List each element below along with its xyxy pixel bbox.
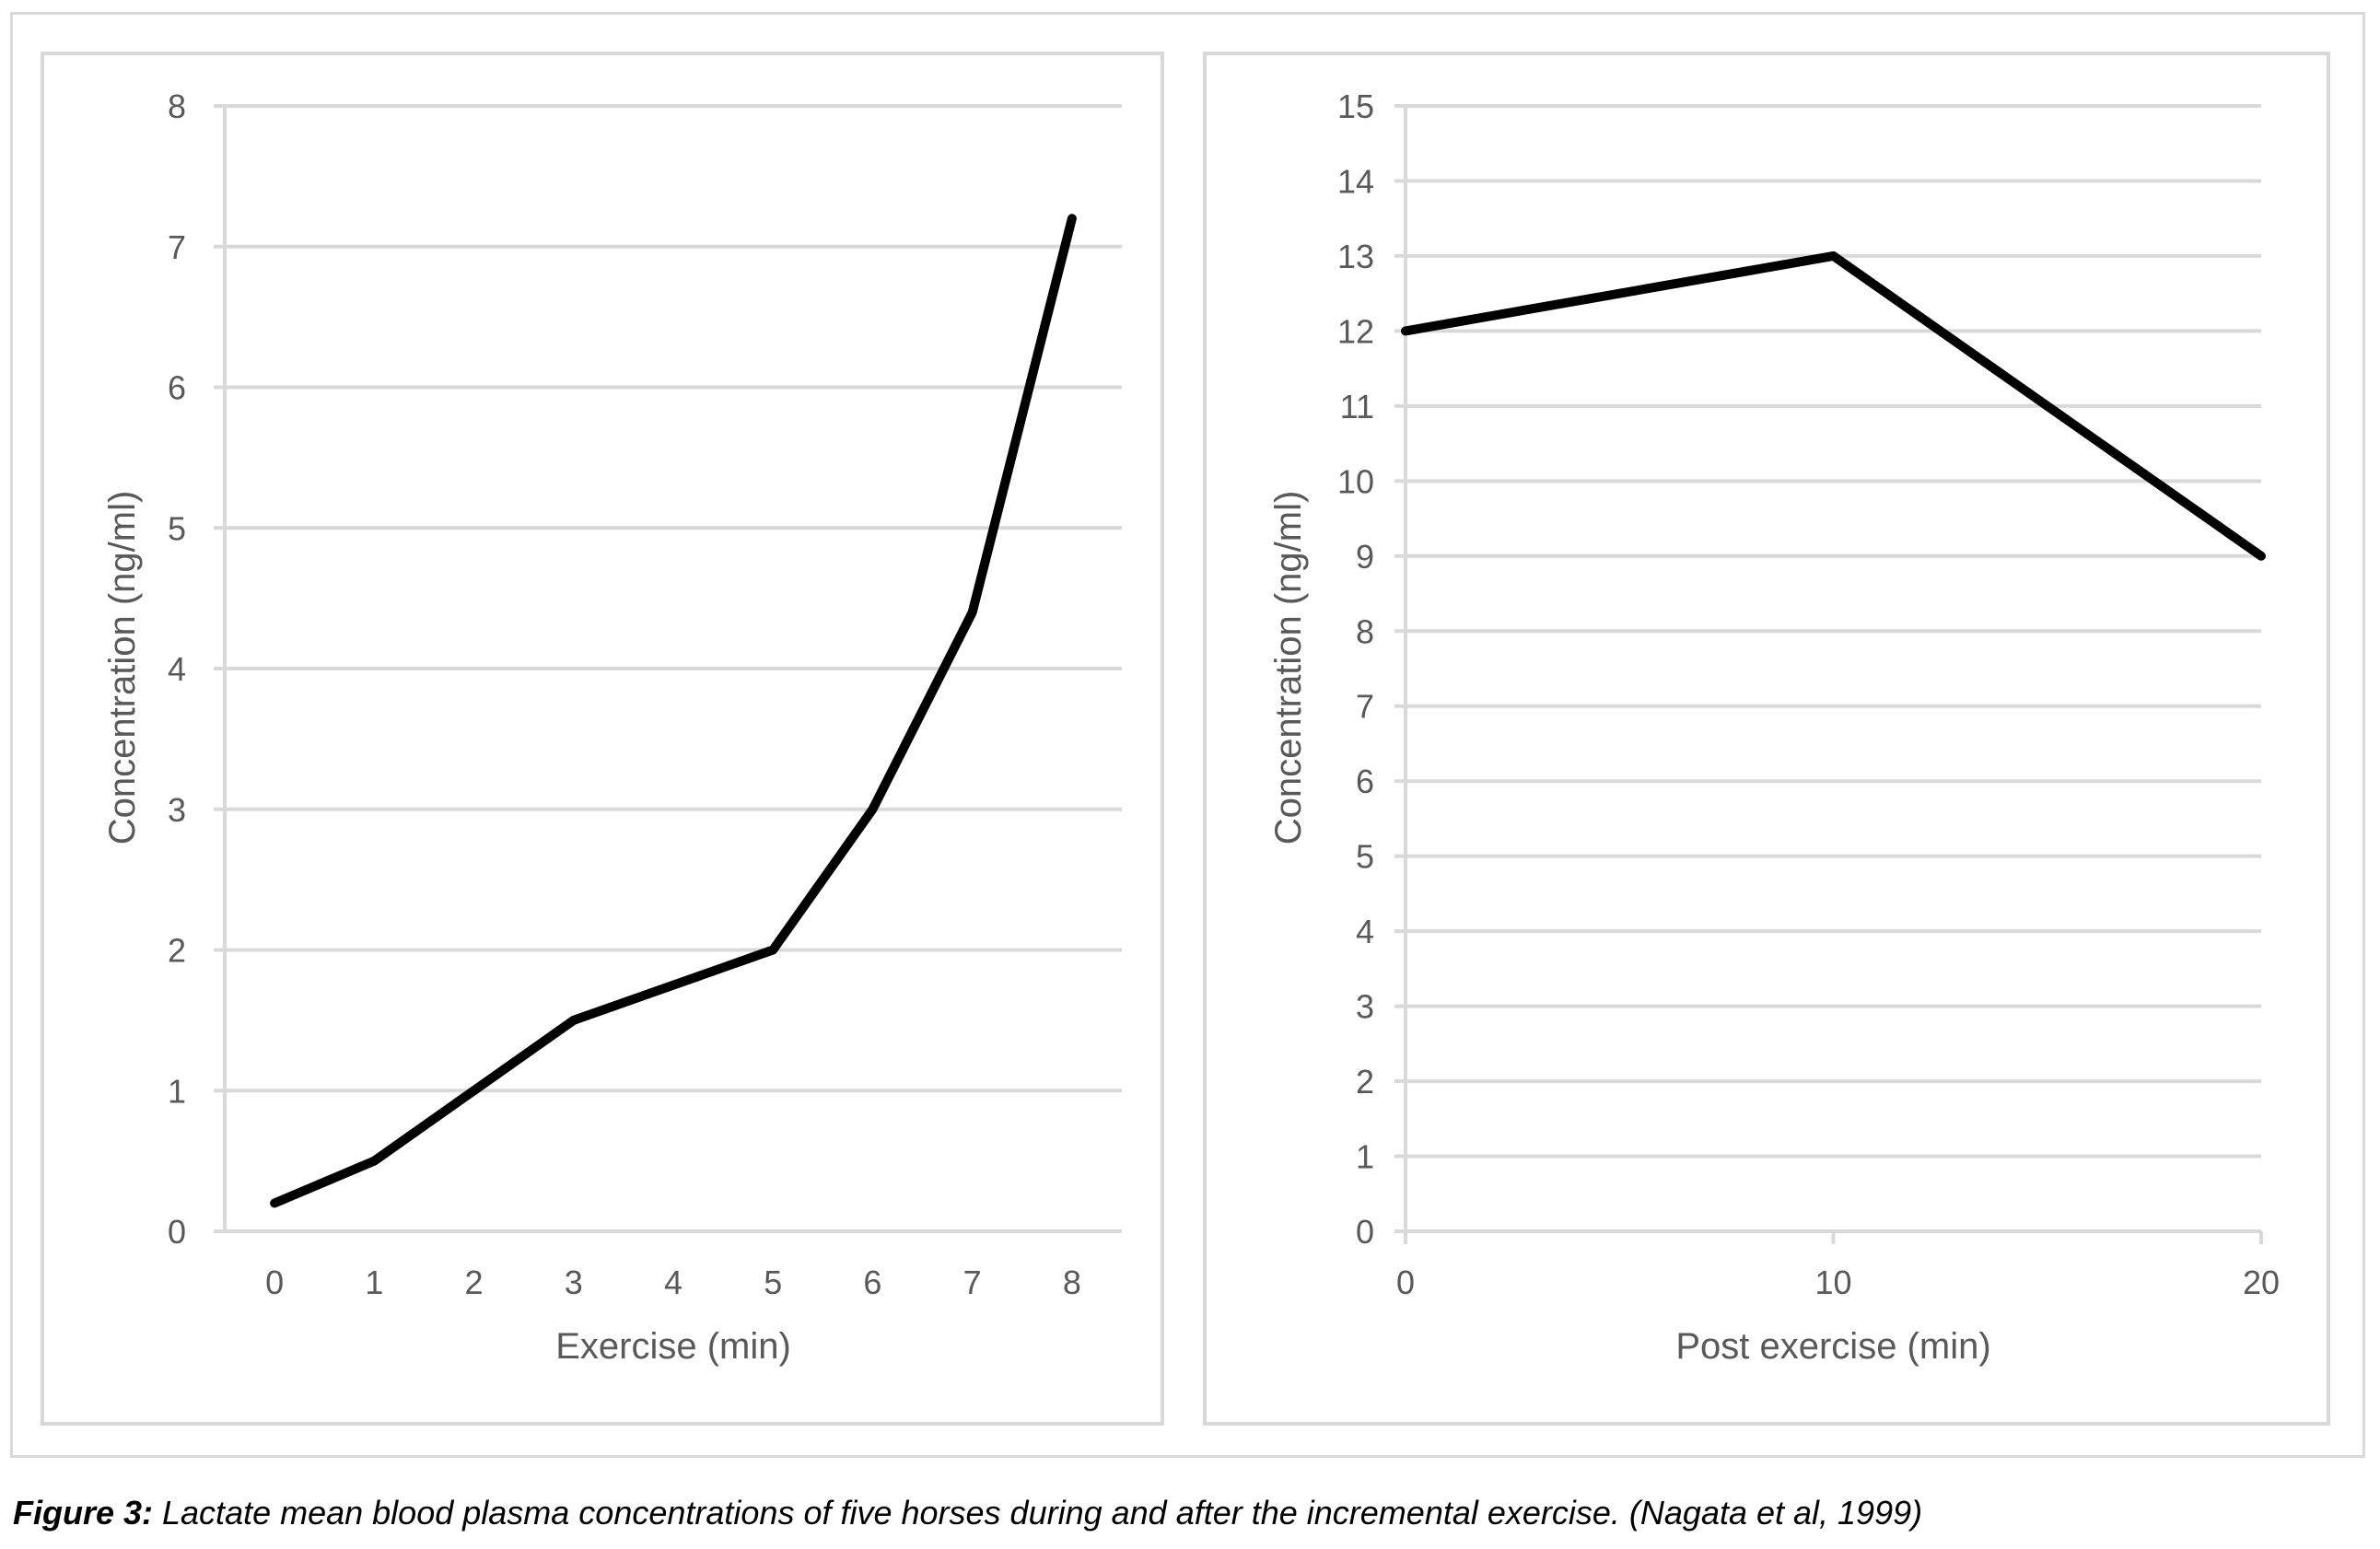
y-tick-label: 2 (168, 932, 186, 970)
x-axis-title: Exercise (min) (555, 1326, 791, 1367)
figure-caption: Figure 3: Lactate mean blood plasma conc… (13, 1494, 1922, 1532)
x-tick-label: 2 (465, 1264, 484, 1301)
y-tick-label: 4 (1356, 913, 1374, 950)
y-tick-label: 1 (1356, 1138, 1374, 1176)
x-tick-label: 6 (863, 1264, 881, 1301)
y-tick-label: 12 (1337, 312, 1374, 350)
y-axis-title: Concentration (ng/ml) (1268, 491, 1309, 845)
y-axis-title: Concentration (ng/ml) (102, 491, 143, 845)
x-tick-label: 7 (963, 1264, 982, 1301)
y-tick-label: 10 (1337, 462, 1374, 500)
x-tick-label: 5 (764, 1264, 782, 1301)
x-tick-label: 0 (265, 1264, 284, 1301)
y-tick-label: 5 (168, 509, 186, 547)
y-tick-label: 4 (168, 650, 186, 688)
x-tick-label: 0 (1396, 1264, 1415, 1301)
y-tick-label: 9 (1356, 538, 1374, 576)
series-line (1401, 250, 2266, 561)
figure-frame (10, 12, 2365, 1458)
y-tick-label: 3 (168, 791, 186, 829)
y-tick-label: 6 (1356, 763, 1374, 800)
y-tick-label: 8 (168, 87, 186, 125)
y-tick-label: 6 (168, 369, 186, 407)
y-tick-label: 1 (168, 1072, 186, 1110)
y-tick-label: 0 (1356, 1213, 1374, 1251)
y-tick-label: 7 (1356, 688, 1374, 726)
y-tick-label: 14 (1337, 162, 1374, 200)
x-tick-label: 3 (565, 1264, 583, 1301)
y-tick-label: 0 (168, 1213, 186, 1251)
y-tick-label: 11 (1340, 388, 1374, 425)
x-tick-label: 8 (1063, 1264, 1081, 1301)
x-tick-label: 4 (664, 1264, 682, 1301)
caption-label: Figure 3: (13, 1494, 154, 1532)
x-tick-label: 10 (1814, 1264, 1851, 1301)
chart-post-exercise: 0 1 2 3 4 5 6 7 8 9 10 11 12 13 14 15 0 10 20 Post exercise… (1203, 52, 2330, 1426)
y-tick-label: 5 (1356, 838, 1374, 876)
caption-text: Lactate mean blood plasma concentrations… (153, 1494, 1923, 1532)
series-line (270, 214, 1077, 1208)
chart-exercise: 0 1 2 3 4 5 6 7 8 0 1 2 3 4 5 6 7 8 Exercise (min) Concentr… (41, 52, 1164, 1426)
y-tick-label: 13 (1337, 238, 1374, 275)
x-tick-label: 20 (2243, 1264, 2280, 1301)
y-tick-label: 15 (1337, 87, 1374, 125)
chart-exercise-plot: 0 1 2 3 4 5 6 7 8 0 1 2 3 4 5 6 7 8 Exercise (min) Concentr… (102, 87, 1122, 1367)
x-axis-title: Post exercise (min) (1675, 1326, 1990, 1367)
y-tick-label: 2 (1356, 1063, 1374, 1101)
x-tick-label: 1 (365, 1264, 383, 1301)
y-tick-label: 8 (1356, 612, 1374, 650)
y-tick-label: 3 (1356, 988, 1374, 1026)
y-tick-label: 7 (168, 228, 186, 266)
